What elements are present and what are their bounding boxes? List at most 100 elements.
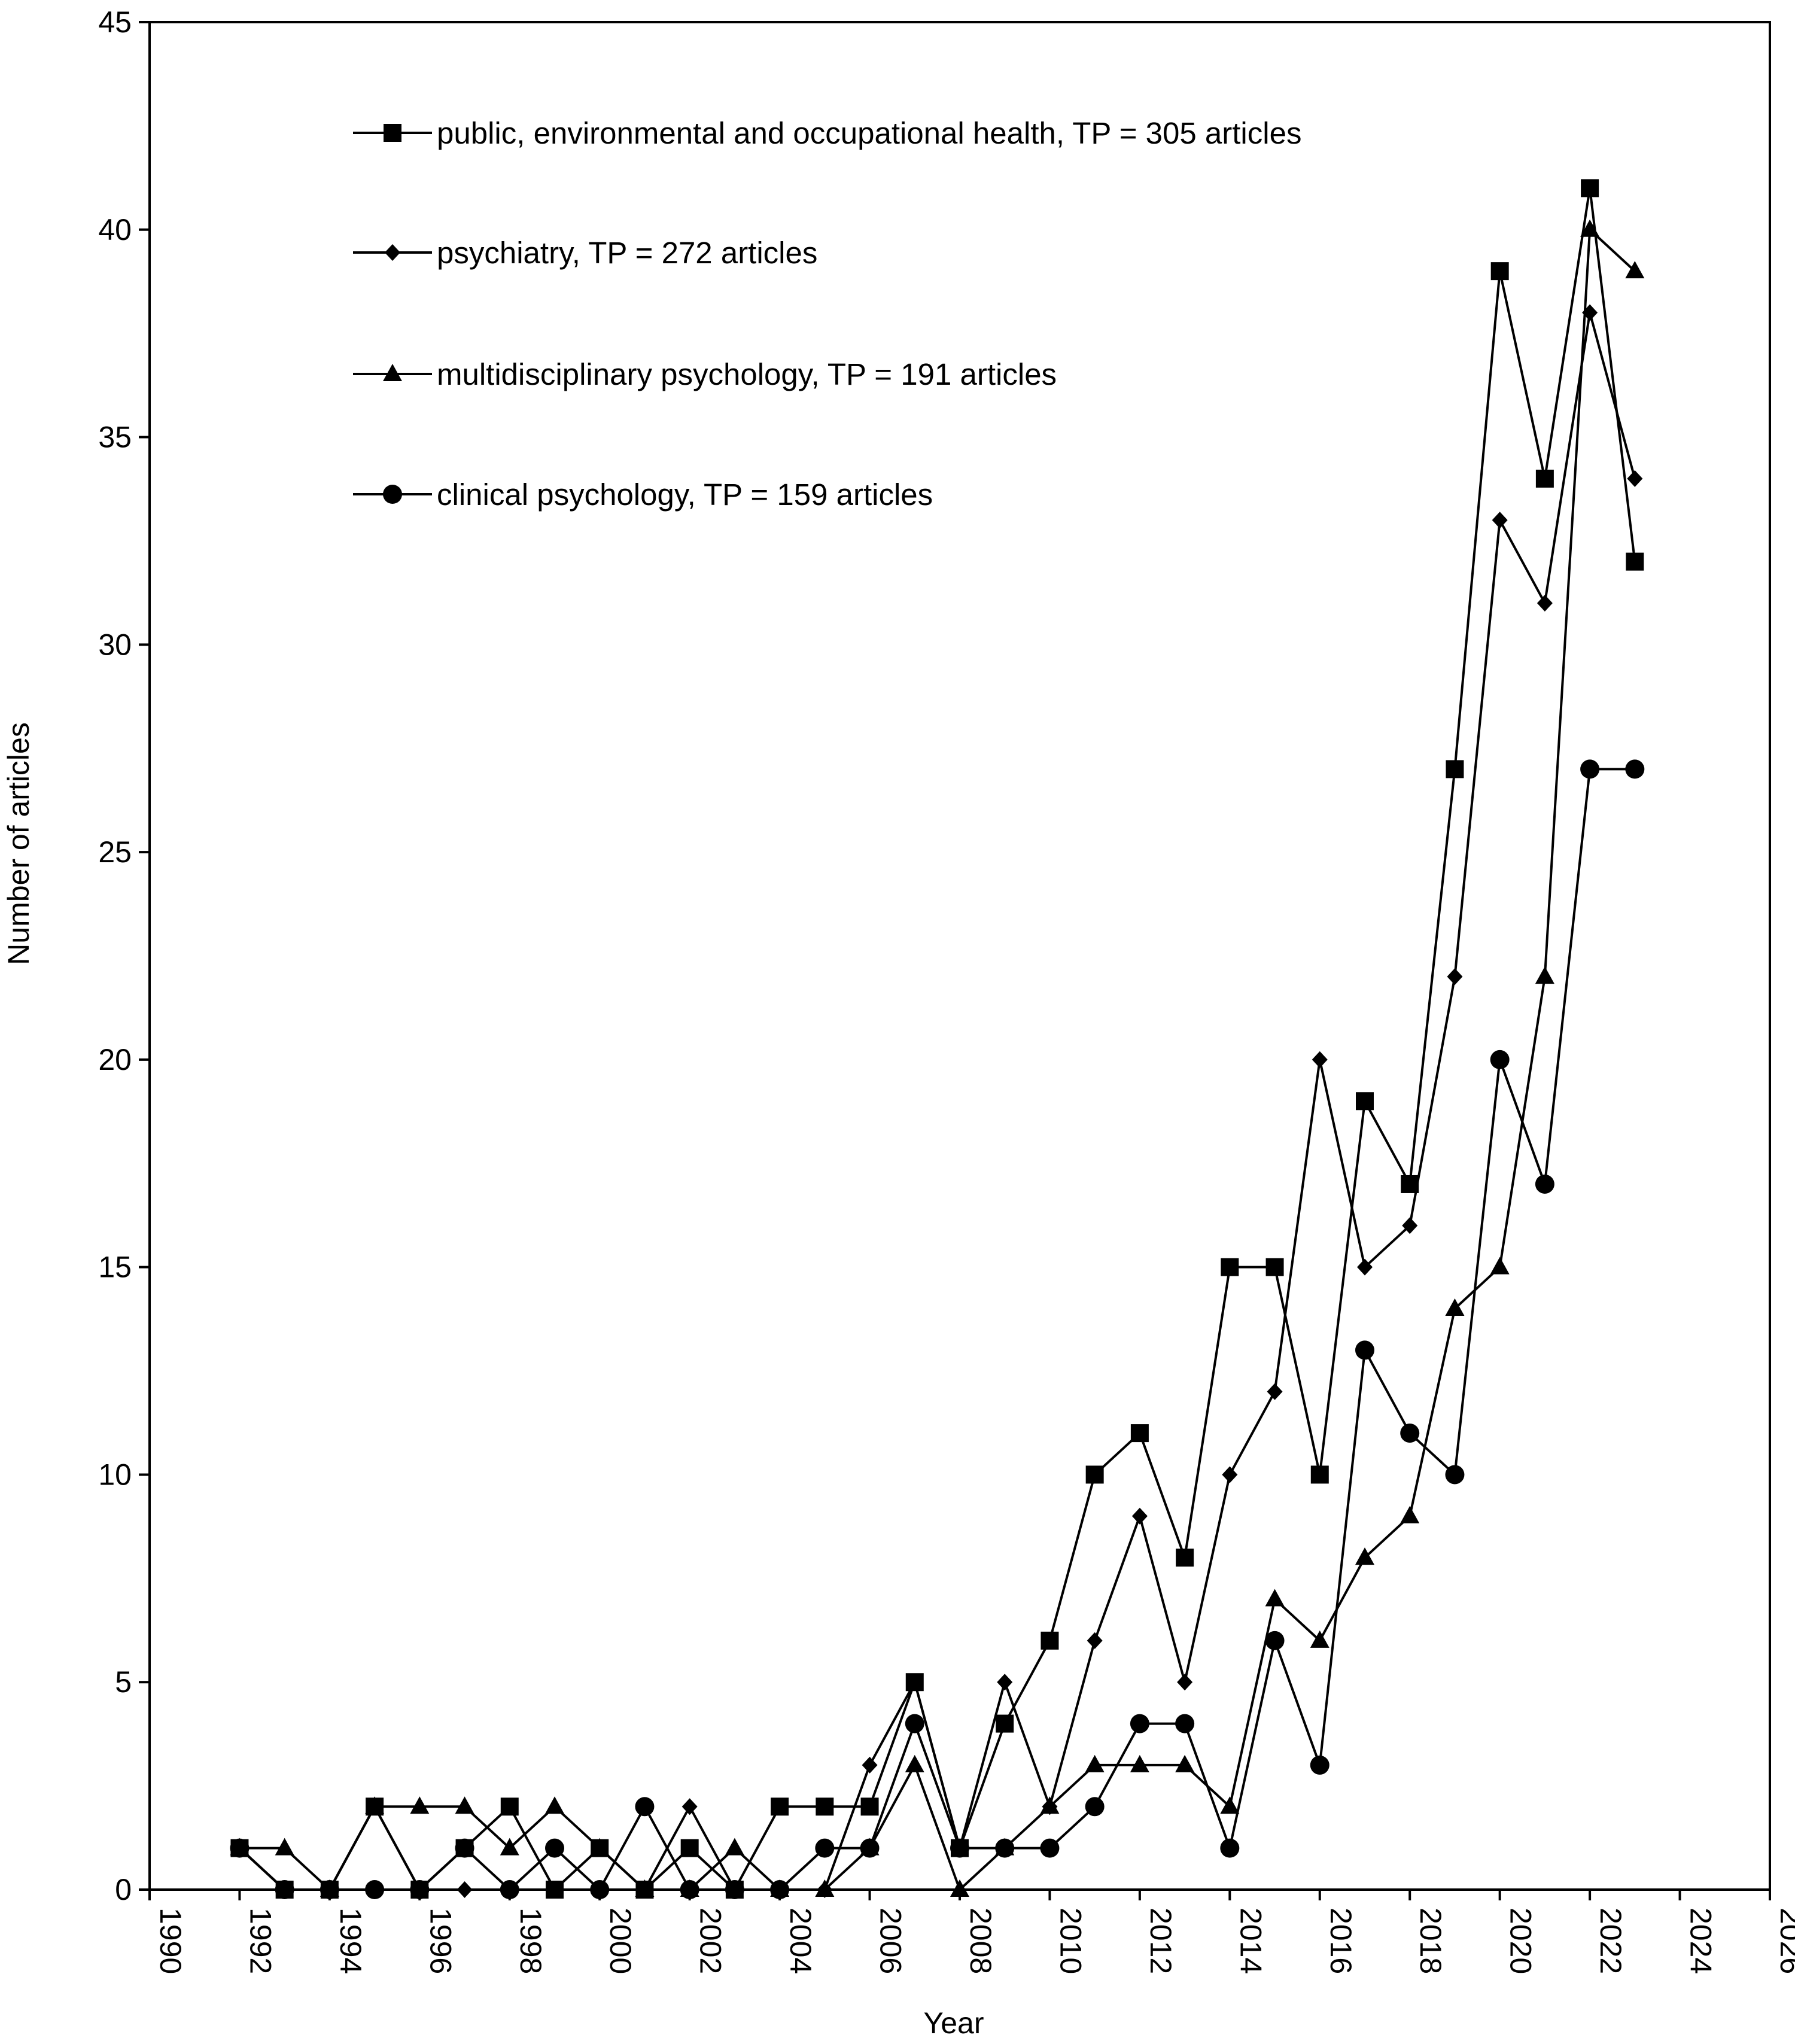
data-point-circle [1220, 1838, 1240, 1858]
data-point-triangle [1265, 1589, 1285, 1607]
data-point-triangle [1445, 1298, 1465, 1316]
y-tick-label: 25 [98, 835, 132, 869]
data-point-circle [815, 1838, 835, 1858]
x-tick-label: 1994 [334, 1908, 367, 1974]
data-point-triangle [275, 1838, 294, 1856]
data-point-circle [860, 1838, 880, 1858]
x-tick-label: 2020 [1504, 1908, 1538, 1974]
x-tick-label: 2018 [1414, 1908, 1447, 1974]
data-point-triangle [365, 1796, 385, 1814]
data-point-square [1535, 469, 1554, 488]
data-point-triangle [590, 1838, 610, 1856]
legend-item: multidisciplinary psychology, TP = 191 a… [353, 357, 1057, 391]
data-point-circle [1310, 1755, 1329, 1775]
x-tick-label: 2000 [604, 1908, 637, 1974]
data-point-diamond [862, 1756, 878, 1774]
data-point-circle [770, 1880, 790, 1899]
data-point-circle [1625, 759, 1645, 779]
data-point-circle [1085, 1797, 1105, 1817]
legend-label: multidisciplinary psychology, TP = 191 a… [437, 357, 1057, 391]
data-point-circle [995, 1838, 1015, 1858]
x-tick-label: 2008 [964, 1908, 997, 1974]
data-point-triangle [1310, 1630, 1329, 1648]
series-square [230, 179, 1644, 1899]
data-point-triangle [725, 1838, 744, 1856]
x-tick-label: 2006 [874, 1908, 908, 1974]
data-point-circle [725, 1880, 744, 1899]
data-point-circle [230, 1838, 250, 1858]
data-point-diamond [1312, 1051, 1328, 1068]
data-point-triangle [455, 1796, 474, 1814]
data-point-diamond [1177, 1674, 1193, 1691]
data-point-circle [1445, 1465, 1465, 1485]
data-point-square [1490, 262, 1509, 281]
data-point-square [996, 1714, 1014, 1733]
series-triangle [230, 219, 1645, 1897]
data-point-square [771, 1797, 789, 1816]
y-axis-title: Number of articles [2, 722, 35, 965]
data-point-triangle [410, 1796, 430, 1814]
data-point-diamond [1447, 968, 1463, 986]
data-point-circle [410, 1880, 430, 1899]
y-tick-label: 0 [115, 1873, 132, 1906]
data-point-circle [1355, 1340, 1374, 1360]
plot-area [148, 21, 1771, 1891]
data-point-circle [500, 1880, 519, 1899]
data-point-diamond [1357, 1258, 1373, 1276]
legend-label: public, environmental and occupational h… [437, 116, 1301, 150]
y-tick-label: 20 [98, 1043, 132, 1076]
data-point-square [1041, 1631, 1059, 1650]
x-axis-title: Year [923, 2006, 984, 2040]
data-point-triangle [1130, 1754, 1149, 1772]
legend-label: clinical psychology, TP = 159 articles [437, 477, 933, 512]
series-line [239, 768, 1635, 1891]
data-point-circle [1400, 1424, 1420, 1443]
data-point-square [1356, 1092, 1374, 1111]
data-point-diamond [1537, 594, 1553, 612]
data-point-diamond [1222, 1466, 1238, 1483]
data-point-circle [1040, 1838, 1060, 1858]
data-point-square [1221, 1258, 1239, 1276]
data-point-circle [320, 1880, 339, 1899]
x-tick-label: 1998 [514, 1908, 547, 1974]
series-layer [230, 179, 1645, 1899]
x-tick-label: 2024 [1684, 1908, 1718, 1974]
x-tick-label: 2026 [1774, 1908, 1795, 1974]
data-point-square [680, 1839, 699, 1857]
data-point-square [1310, 1465, 1329, 1484]
data-point-circle [1580, 759, 1600, 779]
data-point-triangle [1085, 1754, 1105, 1772]
data-point-triangle [1580, 219, 1600, 237]
data-point-triangle [815, 1879, 835, 1897]
y-tick-label: 30 [98, 628, 132, 661]
data-point-diamond [1627, 470, 1643, 487]
x-tick-label: 1990 [154, 1908, 187, 1974]
data-point-square [1446, 760, 1464, 778]
data-point-circle [635, 1797, 655, 1817]
data-point-circle [275, 1880, 294, 1899]
data-point-square [1085, 1465, 1104, 1484]
data-point-diamond [1131, 1507, 1148, 1525]
data-point-square [860, 1797, 879, 1816]
x-tick-label: 2012 [1144, 1908, 1178, 1974]
data-point-circle [1490, 1050, 1510, 1069]
data-point-diamond [1492, 512, 1508, 529]
legend-item: public, environmental and occupational h… [353, 116, 1301, 150]
legend-label: psychiatry, TP = 272 articles [437, 236, 817, 270]
data-point-diamond [457, 1881, 473, 1898]
x-tick-label: 2016 [1324, 1908, 1358, 1974]
x-tick-label: 2002 [694, 1908, 728, 1974]
y-tick-label: 10 [98, 1458, 132, 1491]
y-tick-label: 15 [98, 1251, 132, 1284]
data-point-circle [1130, 1714, 1149, 1733]
data-point-square [1130, 1424, 1149, 1443]
data-point-circle [905, 1714, 924, 1733]
data-point-square [1176, 1549, 1194, 1567]
x-axis-ticks: 1990 1992 1994 1996 1998 2000 2002 2004 2006 2008… [148, 1890, 1795, 1974]
x-tick-label: 2004 [784, 1908, 817, 1974]
data-point-circle [455, 1838, 474, 1858]
series-circle [230, 759, 1645, 1899]
data-point-triangle [1490, 1257, 1510, 1275]
series-diamond [232, 304, 1643, 1898]
